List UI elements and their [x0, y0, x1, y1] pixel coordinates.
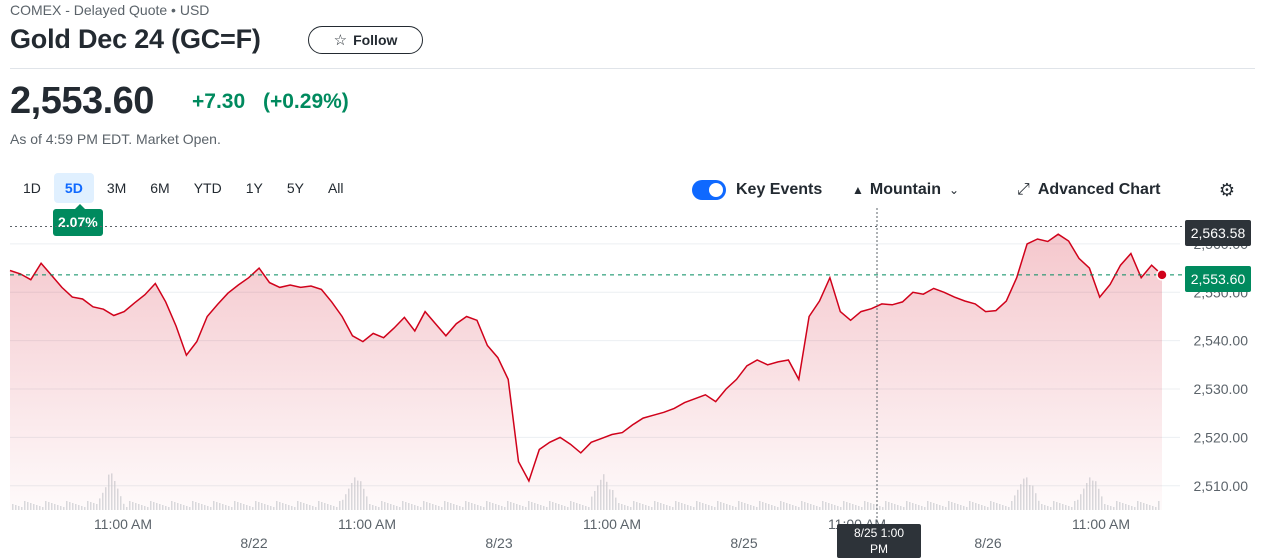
- advanced-chart-label: Advanced Chart: [1037, 181, 1161, 198]
- quote-change-percent: (+0.29%): [263, 90, 349, 113]
- page-title: Gold Dec 24 (GC=F): [10, 24, 261, 54]
- x-time-label: 11:00 AM: [1072, 516, 1130, 532]
- range-change-badge: 2.07%: [53, 204, 103, 236]
- last-price-tag-label: 2,553.60: [1191, 271, 1246, 287]
- key-events-label: Key Events: [736, 181, 823, 198]
- advanced-chart-button[interactable]: ⤢ Advanced Chart: [1017, 178, 1161, 202]
- chevron-down-icon: ⌄: [948, 183, 960, 197]
- x-time-label: 11:00 AM: [583, 516, 641, 532]
- follow-button-label: Follow: [353, 32, 398, 48]
- chart-type-label: Mountain: [869, 181, 941, 198]
- previous-close-tag-label: 2,563.58: [1191, 225, 1246, 241]
- chart-type-dropdown[interactable]: ▲ Mountain ⌄: [852, 178, 959, 202]
- quote-change: +7.30: [192, 90, 246, 113]
- quote-price: 2,553.60: [10, 80, 154, 122]
- expand-icon: ⤢: [1017, 181, 1030, 198]
- y-tick-label: 2,540.00: [1194, 333, 1249, 349]
- range-tab-5d[interactable]: 5D: [53, 173, 94, 203]
- x-date-label: 8/26: [974, 535, 1001, 551]
- range-tab-1y[interactable]: 1Y: [245, 180, 263, 196]
- toggle-switch-icon: [692, 180, 726, 200]
- last-price-tag: 2,553.60: [1185, 266, 1251, 292]
- x-date-label: 8/23: [485, 535, 512, 551]
- y-tick-label: 2,530.00: [1194, 381, 1249, 397]
- range-tab-all[interactable]: All: [327, 180, 344, 196]
- price-area: [10, 234, 1162, 510]
- range-selector: 1D 5D 3M 6M YTD 1Y 5Y All: [12, 173, 357, 203]
- range-tab-6m[interactable]: 6M: [150, 180, 170, 196]
- crosshair-tag-label-line2: PM: [870, 542, 888, 556]
- y-tick-label: 2,520.00: [1194, 429, 1249, 445]
- crosshair-tag: 8/25 1:00 PM: [837, 524, 921, 558]
- key-events-toggle[interactable]: Key Events: [692, 178, 822, 202]
- range-tab-1d[interactable]: 1D: [23, 180, 41, 196]
- x-time-label: 11:00 AM: [338, 516, 396, 532]
- mountain-icon: ▲: [852, 183, 864, 197]
- quote-timestamp: As of 4:59 PM EDT. Market Open.: [10, 131, 221, 147]
- range-tab-ytd[interactable]: YTD: [193, 180, 222, 196]
- range-tab-3m[interactable]: 3M: [106, 180, 127, 196]
- gear-icon[interactable]: ⚙: [1218, 180, 1236, 200]
- x-date-label: 8/25: [730, 535, 757, 551]
- crosshair-tag-label-line1: 8/25 1:00: [854, 526, 904, 540]
- price-line: [9, 233, 1163, 483]
- x-date-label: 8/22: [240, 535, 267, 551]
- last-price-dot: [1156, 269, 1168, 281]
- star-icon: ☆: [333, 32, 348, 49]
- y-tick-label: 2,510.00: [1194, 478, 1249, 494]
- follow-button[interactable]: ☆ Follow: [308, 26, 423, 54]
- range-tab-5y[interactable]: 5Y: [286, 180, 304, 196]
- previous-close-tag: 2,563.58: [1185, 220, 1251, 246]
- quote-source-label: COMEX - Delayed Quote • USD: [10, 2, 210, 18]
- x-time-label: 11:00 AM: [94, 516, 152, 532]
- header-divider: [10, 68, 1255, 69]
